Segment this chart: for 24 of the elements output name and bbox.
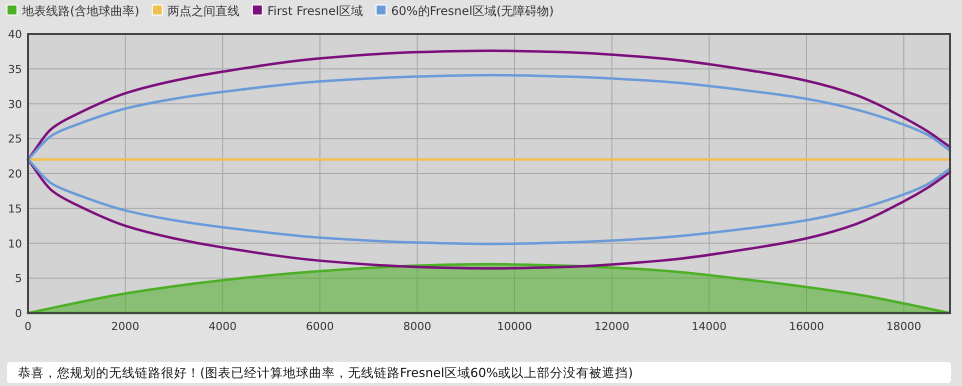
y-tick-label: 5	[15, 272, 22, 286]
y-tick-label: 15	[8, 202, 22, 216]
x-tick-label: 8000	[403, 320, 432, 333]
y-tick-label: 10	[8, 237, 22, 250]
x-tick-label: 16000	[788, 320, 824, 333]
legend-label: 60%的Fresnel区域(无障碍物)	[391, 4, 554, 18]
x-tick-label: 2000	[111, 320, 140, 333]
x-tick-label: 4000	[208, 320, 237, 333]
x-tick-label: 12000	[594, 320, 630, 333]
x-tick-label: 18000	[886, 320, 922, 333]
x-tick-label: 6000	[306, 320, 334, 333]
legend-label: 两点之间直线	[167, 4, 240, 18]
legend-label: First Fresnel区域	[267, 4, 364, 18]
y-tick-label: 35	[8, 62, 22, 76]
annotation: 恭喜，您规划的无线链路很好！(图表已经计算地球曲率，无线链路Fresnel区域60%或以上部分没有被遮挡)	[7, 362, 951, 383]
y-tick-label: 20	[8, 168, 22, 180]
legend-label: 地表线路(含地球曲率)	[21, 4, 140, 18]
y-tick-label: 0	[15, 307, 22, 320]
y-tick-label: 40	[8, 28, 22, 41]
x-tick-label: 10000	[497, 320, 532, 333]
y-tick-label: 25	[8, 132, 22, 146]
y-tick-label: 30	[8, 98, 22, 111]
x-tick-label: 14000	[692, 320, 727, 333]
x-tick-label: 0	[24, 320, 32, 333]
